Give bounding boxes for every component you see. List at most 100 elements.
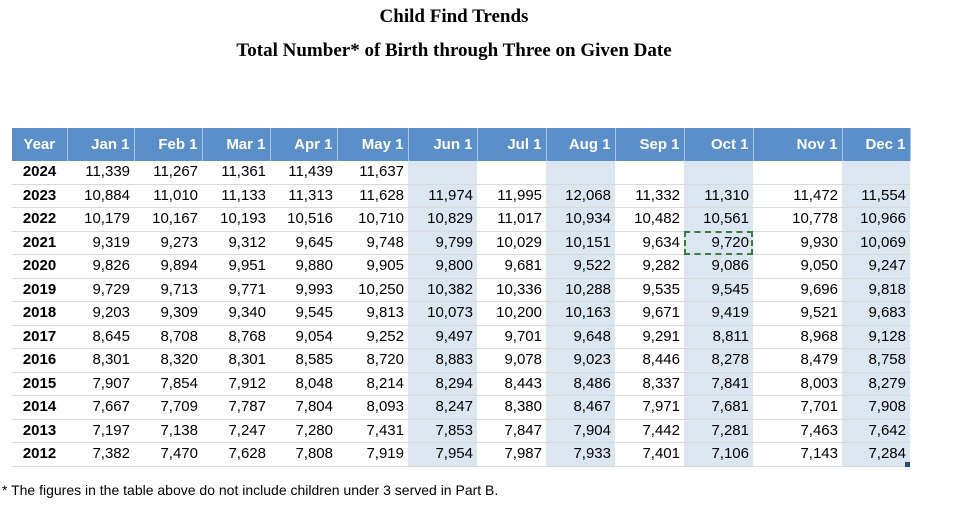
value-cell[interactable] [546,161,615,185]
value-cell[interactable]: 9,818 [842,278,910,302]
value-cell[interactable]: 8,279 [842,372,910,396]
value-cell[interactable]: 9,683 [842,301,910,326]
value-cell[interactable]: 7,854 [134,372,202,396]
column-header-aug-1[interactable]: Aug 1 [546,128,616,161]
value-cell[interactable]: 7,907 [67,372,134,396]
value-cell[interactable]: 10,482 [615,207,684,232]
value-cell[interactable]: 9,713 [134,278,202,302]
value-cell[interactable]: 7,681 [684,395,753,420]
value-cell[interactable]: 9,771 [202,278,270,302]
value-cell[interactable]: 9,078 [477,348,546,373]
value-cell[interactable]: 8,758 [842,348,910,373]
value-cell[interactable]: 9,545 [684,278,753,302]
value-cell[interactable]: 11,017 [477,207,546,232]
value-cell[interactable]: 8,768 [202,325,270,349]
value-cell[interactable]: 7,642 [842,419,910,443]
column-header-may-1[interactable]: May 1 [337,128,409,161]
value-cell[interactable]: 10,934 [546,207,615,232]
value-cell[interactable]: 7,908 [842,395,910,420]
value-cell[interactable]: 7,841 [684,372,753,396]
value-cell[interactable]: 9,312 [202,231,270,255]
value-cell[interactable]: 9,521 [753,301,842,326]
value-cell[interactable]: 8,214 [337,372,408,396]
value-cell[interactable]: 8,048 [270,372,337,396]
value-cell[interactable]: 9,799 [408,231,477,255]
value-cell[interactable]: 10,167 [134,207,202,232]
value-cell[interactable]: 7,401 [615,442,684,467]
value-cell[interactable]: 9,203 [67,301,134,326]
row-year-cell[interactable]: 2015 [12,372,67,396]
value-cell[interactable]: 7,247 [202,419,270,443]
column-header-jul-1[interactable]: Jul 1 [477,128,547,161]
value-cell[interactable]: 11,310 [684,184,753,208]
column-header-jun-1[interactable]: Jun 1 [408,128,478,161]
row-year-cell[interactable]: 2017 [12,325,67,349]
value-cell[interactable]: 7,804 [270,395,337,420]
value-cell[interactable] [477,161,546,185]
value-cell[interactable]: 7,431 [337,419,408,443]
value-cell[interactable]: 9,634 [615,231,684,255]
column-header-jan-1[interactable]: Jan 1 [67,128,135,161]
value-cell[interactable]: 10,336 [477,278,546,302]
value-cell[interactable]: 8,294 [408,372,477,396]
value-cell[interactable]: 8,320 [134,348,202,373]
row-year-cell[interactable]: 2012 [12,442,67,467]
value-cell[interactable]: 7,912 [202,372,270,396]
value-cell[interactable]: 9,813 [337,301,408,326]
value-cell[interactable]: 7,847 [477,419,546,443]
column-header-nov-1[interactable]: Nov 1 [753,128,843,161]
column-header-feb-1[interactable]: Feb 1 [134,128,203,161]
row-year-cell[interactable]: 2014 [12,395,67,420]
column-header-apr-1[interactable]: Apr 1 [270,128,338,161]
value-cell[interactable]: 7,933 [546,442,615,467]
value-cell[interactable]: 10,250 [337,278,408,302]
value-cell[interactable]: 9,522 [546,254,615,279]
row-year-cell[interactable]: 2020 [12,254,67,279]
value-cell[interactable]: 11,554 [842,184,910,208]
value-cell[interactable]: 10,288 [546,278,615,302]
value-cell[interactable]: 11,339 [67,161,134,185]
value-cell[interactable]: 8,467 [546,395,615,420]
column-header-mar-1[interactable]: Mar 1 [202,128,271,161]
column-header-oct-1[interactable]: Oct 1 [684,128,754,161]
value-cell[interactable]: 9,696 [753,278,842,302]
value-cell[interactable]: 9,930 [753,231,842,255]
value-cell[interactable]: 9,951 [202,254,270,279]
value-cell[interactable]: 9,993 [270,278,337,302]
value-cell[interactable]: 9,681 [477,254,546,279]
value-cell[interactable] [615,161,684,185]
value-cell[interactable]: 8,301 [67,348,134,373]
value-cell[interactable]: 9,905 [337,254,408,279]
value-cell[interactable]: 8,883 [408,348,477,373]
value-cell[interactable]: 9,545 [270,301,337,326]
value-cell[interactable]: 11,332 [615,184,684,208]
value-cell[interactable]: 7,853 [408,419,477,443]
value-cell[interactable]: 8,247 [408,395,477,420]
value-cell[interactable]: 11,313 [270,184,337,208]
value-cell[interactable]: 9,880 [270,254,337,279]
row-year-cell[interactable]: 2021 [12,231,67,255]
value-cell[interactable]: 11,010 [134,184,202,208]
value-cell[interactable]: 8,479 [753,348,842,373]
value-cell[interactable]: 9,050 [753,254,842,279]
row-year-cell[interactable]: 2016 [12,348,67,373]
value-cell[interactable]: 11,974 [408,184,477,208]
value-cell[interactable]: 11,637 [337,161,408,185]
value-cell[interactable]: 11,628 [337,184,408,208]
value-cell[interactable]: 8,585 [270,348,337,373]
value-cell[interactable]: 9,748 [337,231,408,255]
value-cell[interactable]: 7,971 [615,395,684,420]
value-cell[interactable]: 8,645 [67,325,134,349]
value-cell[interactable]: 9,252 [337,325,408,349]
value-cell[interactable]: 9,800 [408,254,477,279]
value-cell[interactable]: 9,645 [270,231,337,255]
value-cell[interactable]: 8,380 [477,395,546,420]
value-cell[interactable]: 11,361 [202,161,270,185]
value-cell[interactable]: 7,281 [684,419,753,443]
value-cell[interactable]: 9,497 [408,325,477,349]
value-cell[interactable]: 7,197 [67,419,134,443]
value-cell[interactable]: 10,200 [477,301,546,326]
value-cell[interactable]: 10,151 [546,231,615,255]
value-cell[interactable]: 7,904 [546,419,615,443]
value-cell[interactable]: 9,128 [842,325,910,349]
